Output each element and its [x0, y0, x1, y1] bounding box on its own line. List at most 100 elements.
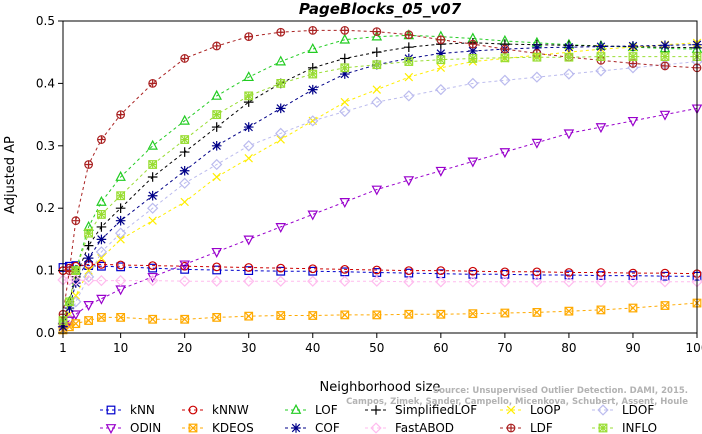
data-point-LDF-60 [436, 35, 446, 45]
data-point-kNN-40 [308, 266, 318, 276]
legend-item-LOF: LOF [285, 403, 338, 417]
y-tick-label-0.1: 0.1 [36, 264, 55, 278]
data-point-LOF-25 [211, 89, 222, 100]
data-point-kNNW-7 [97, 259, 106, 269]
legend-item-LDOF: LDOF [592, 403, 654, 417]
data-point-INFLO-90 [628, 52, 638, 61]
data-point-SimplifiedLOF-20 [179, 147, 190, 157]
data-point-COF-35 [275, 103, 286, 114]
data-point-KDEOS-75 [532, 308, 542, 317]
data-point-COF-90 [628, 41, 638, 51]
series-line-KDEOS [62, 302, 698, 331]
data-point-kNNW-50 [372, 265, 382, 275]
data-point-INFLO-40 [308, 69, 318, 79]
data-point-SimplifiedLOF-45 [339, 53, 350, 64]
x-tick-label-30: 30 [241, 341, 256, 355]
chart-title: PageBlocks_05_v07 [299, 0, 462, 18]
legend-item-COF: COF [285, 421, 340, 434]
data-point-LDOF-85 [595, 65, 607, 77]
legend-label-KDEOS: KDEOS [212, 421, 254, 434]
data-point-ODIN-75 [531, 138, 543, 149]
legend-label-LDOF: LDOF [622, 403, 654, 417]
data-point-ODIN-20 [179, 260, 190, 271]
data-point-LDOF-80 [563, 68, 575, 80]
data-point-LDF-15 [148, 78, 158, 88]
data-point-ODIN-40 [307, 210, 319, 221]
data-point-LDF-50 [372, 27, 382, 37]
legend-marker-KDEOS [188, 423, 198, 433]
data-point-LDOF-15 [147, 202, 159, 214]
data-point-FastABOD-80 [563, 276, 575, 288]
x-tick-label-60: 60 [433, 341, 448, 355]
data-point-kNN-85 [596, 271, 606, 280]
legend-item-INFLO: INFLO [592, 421, 657, 434]
data-point-COF-3 [71, 278, 81, 288]
x-tick-label-90: 90 [625, 341, 640, 355]
data-point-COF-10 [115, 215, 126, 226]
data-point-FastABOD-90 [627, 276, 639, 288]
data-point-COF-40 [307, 84, 318, 95]
data-point-LDOF-5 [82, 271, 95, 283]
data-point-kNNW-25 [212, 262, 222, 272]
data-point-ODIN-5 [83, 301, 94, 311]
data-point-LOF-10 [115, 170, 126, 181]
data-point-FastABOD-65 [467, 276, 479, 288]
y-tick-label-0.5: 0.5 [36, 14, 55, 28]
data-point-LOF-45 [339, 33, 351, 44]
data-point-ODIN-10 [115, 285, 126, 296]
plot-frame [62, 20, 698, 334]
data-point-INFLO-80 [564, 52, 574, 62]
data-point-KDEOS-80 [564, 306, 574, 316]
y-axis-label: Adjusted AP [3, 136, 18, 214]
data-point-COF-85 [596, 41, 606, 52]
x-tick-label-20: 20 [177, 341, 192, 355]
data-point-ODIN-60 [435, 166, 447, 177]
data-point-COF-95 [660, 40, 670, 51]
series-line-kNNW [62, 263, 698, 275]
data-point-FastABOD-75 [531, 276, 543, 288]
data-point-ODIN-55 [403, 176, 415, 187]
data-point-KDEOS-60 [436, 309, 446, 319]
data-point-ODIN-70 [499, 148, 511, 159]
data-point-KDEOS-70 [500, 308, 510, 318]
legend-item-LDF: LDF [500, 421, 553, 434]
data-point-KDEOS-5 [84, 316, 94, 325]
data-point-LoOP-50 [372, 85, 382, 94]
data-point-INFLO-75 [532, 52, 542, 62]
data-point-ODIN-30 [243, 235, 255, 246]
data-point-LOF-35 [275, 55, 287, 66]
data-point-KDEOS-40 [308, 311, 318, 320]
data-point-FastABOD-55 [403, 276, 415, 288]
data-point-FastABOD-10 [114, 274, 127, 287]
x-tick-label-10: 10 [113, 341, 128, 355]
data-point-SimplifiedLOF-5 [83, 240, 94, 251]
data-point-LDF-10 [116, 110, 126, 119]
data-point-kNN-95 [660, 271, 670, 281]
data-point-INFLO-85 [596, 52, 606, 61]
data-point-kNNW-30 [244, 263, 254, 272]
data-point-LoOP-7 [97, 253, 106, 263]
series-line-LoOP [62, 42, 698, 328]
watermark-line-1: Source: Unsupervised Outlier Detection. … [433, 386, 688, 396]
data-point-ODIN-7 [96, 294, 107, 305]
legend-marker-COF [291, 423, 301, 433]
data-point-LDF-7 [97, 135, 106, 144]
data-point-INFLO-35 [276, 78, 286, 88]
series-LoOP [58, 38, 702, 331]
data-point-KDEOS-50 [372, 310, 382, 320]
data-point-INFLO-15 [148, 160, 158, 169]
data-point-KDEOS-95 [660, 301, 670, 310]
data-point-LDOF-60 [435, 83, 447, 96]
data-point-INFLO-5 [84, 228, 94, 238]
data-point-LoOP-45 [340, 97, 350, 107]
data-point-LDOF-20 [179, 177, 191, 189]
data-point-INFLO-20 [180, 135, 190, 144]
series-line-LDOF [62, 61, 698, 328]
data-point-kNN-80 [564, 270, 574, 280]
data-point-kNN-20 [180, 264, 190, 274]
data-point-kNNW-60 [436, 266, 446, 276]
legend: kNN kNNW LOF SimplifiedLOF LoOP LDOF ODIN KDEOS… [100, 403, 657, 434]
data-point-LOF-30 [243, 71, 255, 82]
data-point-COF-20 [179, 165, 190, 176]
data-point-kNN-70 [500, 269, 510, 279]
